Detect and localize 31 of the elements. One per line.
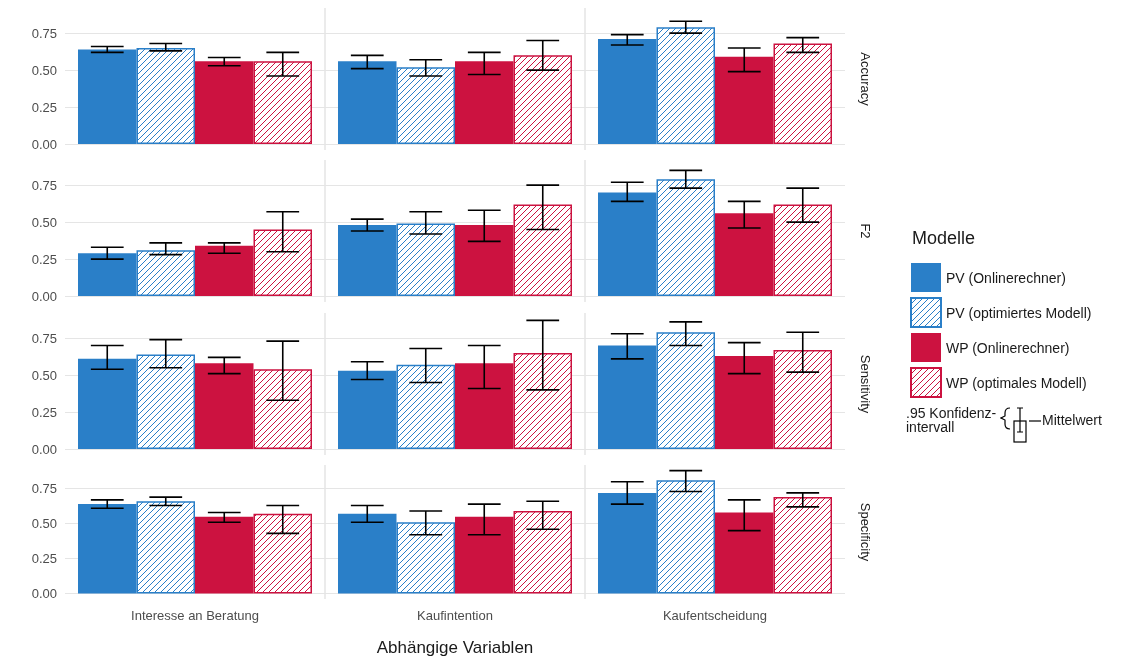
legend-label: PV (optimiertes Modell) [946, 304, 1092, 321]
x-tick-label: Kaufentscheidung [662, 608, 768, 623]
y-tick-label: 0.50 [31, 367, 57, 383]
y-axis-title: Specificity [858, 502, 873, 562]
y-tick-label: 0.00 [31, 585, 57, 601]
legend-label: WP (Onlinerechner) [946, 339, 1070, 356]
legend-label: WP (optimales Modell) [946, 374, 1087, 391]
y-tick-label: 0.25 [31, 99, 57, 115]
y-axis-title: F2 [858, 223, 873, 239]
y-tick-label: 0.50 [31, 62, 57, 78]
y-tick-label: 0.00 [31, 288, 57, 304]
y-tick-label: 0.75 [31, 330, 57, 346]
legend-title: Modelle [912, 228, 976, 248]
text: Mittelwert [1042, 412, 1102, 428]
x-axis-title: Abhängige Variablen [376, 638, 534, 657]
legend-label: PV (Onlinerechner) [946, 269, 1066, 286]
y-tick-label: 0.75 [31, 25, 57, 41]
y-tick-label: 0.50 [31, 516, 57, 532]
y-tick-label: 0.75 [31, 481, 57, 497]
y-tick-label: 0.25 [31, 404, 57, 420]
x-tick-label: Interesse an Beratung [131, 608, 259, 623]
text: .95 Konfidenz-intervall [906, 405, 998, 435]
y-tick-label: 0.50 [31, 214, 57, 230]
y-tick-label: 0.25 [31, 251, 57, 267]
y-axis-title: Accuracy [858, 52, 873, 107]
y-tick-label: 0.25 [31, 551, 57, 567]
x-tick-label: Kaufintention [417, 608, 493, 623]
y-axis-title: Sensitivity [858, 354, 873, 414]
y-tick-label: 0.00 [31, 441, 57, 457]
y-tick-label: 0.00 [31, 136, 57, 152]
y-tick-label: 0.75 [31, 177, 57, 193]
